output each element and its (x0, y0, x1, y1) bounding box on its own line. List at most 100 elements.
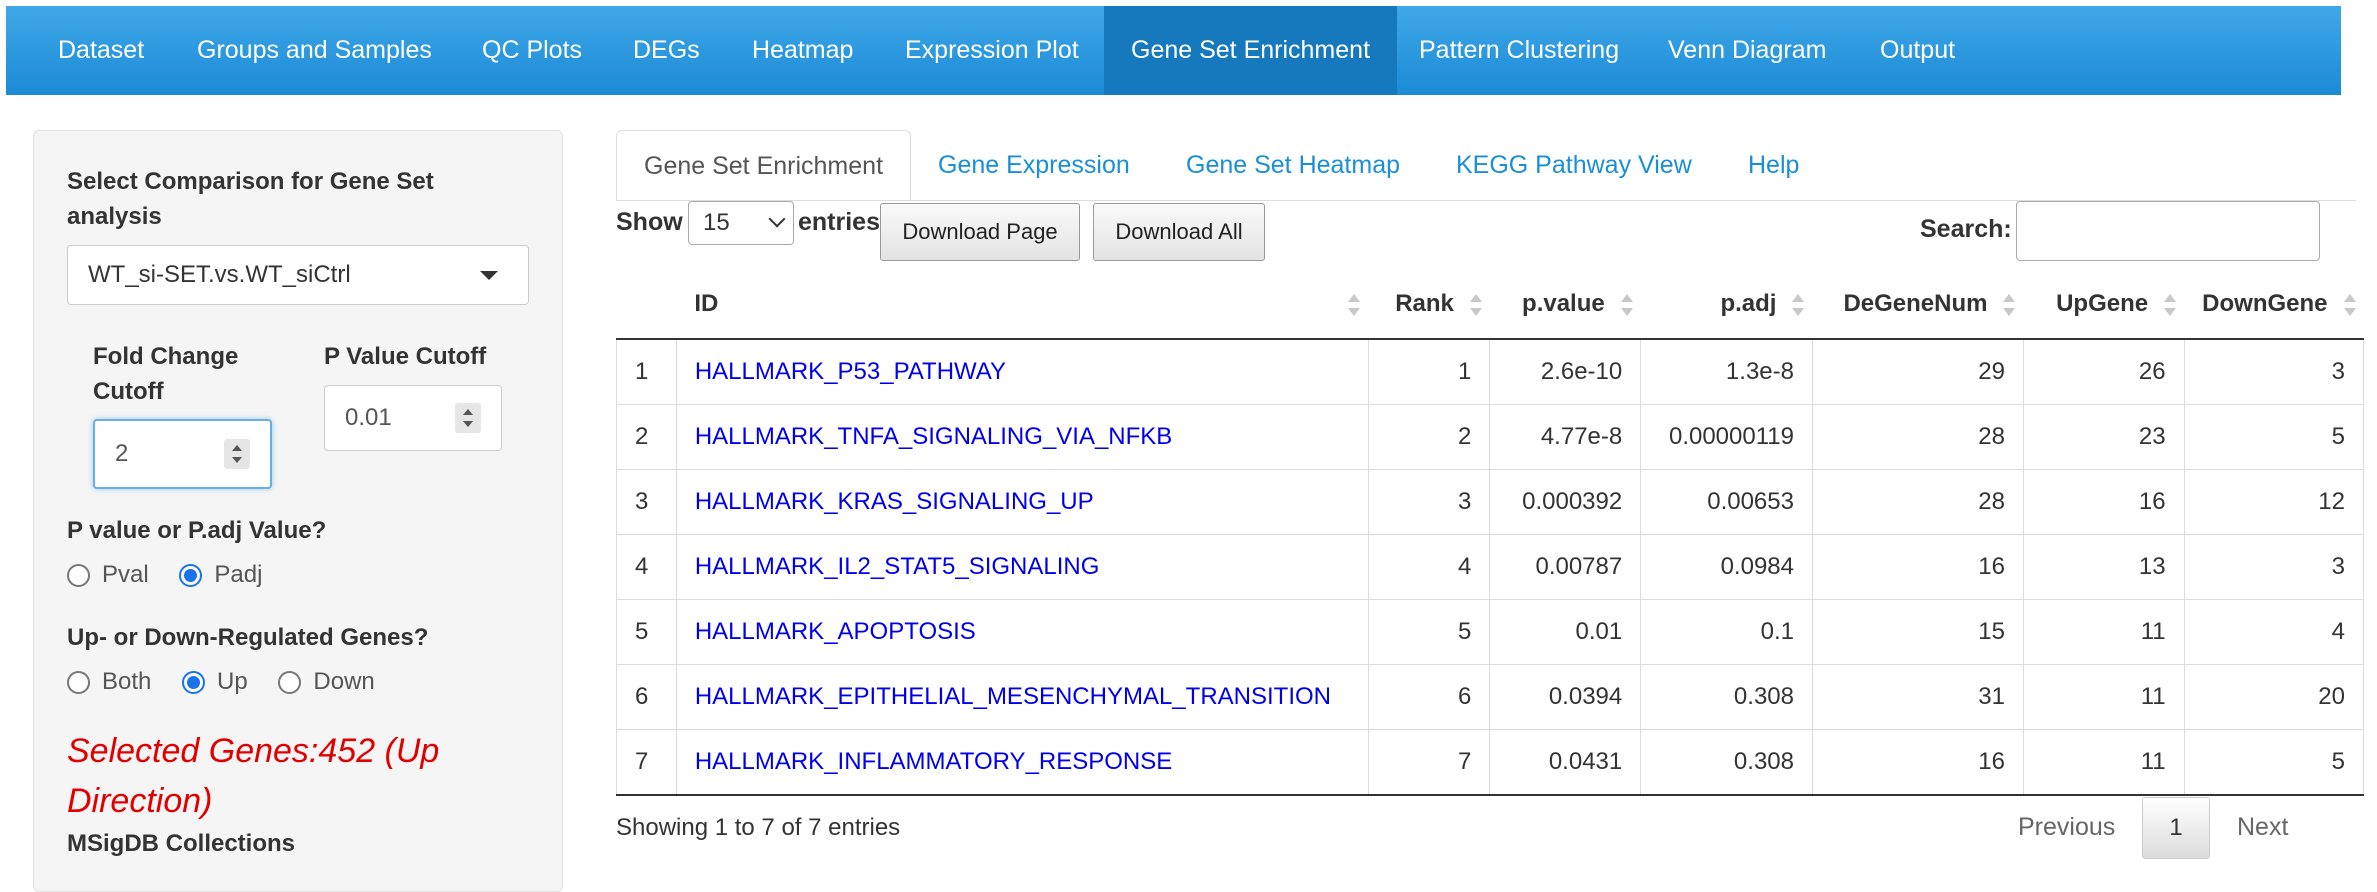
gene-set-link[interactable]: HALLMARK_EPITHELIAL_MESENCHYMAL_TRANSITI… (694, 683, 1331, 710)
direction-radio-group: Both Up Down (67, 668, 399, 696)
nav-expression-plot[interactable]: Expression Plot (905, 36, 1079, 64)
nav-groups-and-samples[interactable]: Groups and Samples (197, 36, 432, 64)
tab-gene-set-enrichment[interactable]: Gene Set Enrichment (616, 130, 912, 201)
search-input[interactable] (2016, 201, 2320, 261)
cell-rank: 7 (1368, 729, 1491, 796)
nav-gene-set-enrichment[interactable]: Gene Set Enrichment (1104, 6, 1398, 95)
col-header-p-adj[interactable]: p.adj (1640, 270, 1813, 340)
comparison-select[interactable]: WT_si-SET.vs.WT_siCtrl (67, 245, 529, 305)
tab-gene-set-heatmap[interactable]: Gene Set Heatmap (1186, 151, 1401, 179)
tab-help[interactable]: Help (1748, 151, 1800, 179)
cell-id: HALLMARK_TNFA_SIGNALING_VIA_NFKB (676, 404, 1369, 470)
col-header-degenenum[interactable]: DeGeneNum (1812, 270, 2024, 340)
page-button-current[interactable]: 1 (2142, 797, 2210, 859)
cell-degenenum: 31 (1812, 664, 2024, 730)
cell-index: 7 (616, 729, 677, 796)
next-page-button[interactable]: Next (2237, 813, 2289, 841)
search-label: Search: (1920, 215, 2012, 243)
p-value-cutoff-label: P Value Cutoff (324, 343, 487, 370)
radio-down[interactable]: Down (278, 668, 375, 696)
radio-both[interactable]: Both (67, 668, 151, 696)
fold-change-spinner-icon[interactable] (224, 439, 250, 469)
cell-downgene: 3 (2184, 534, 2365, 600)
table-row[interactable]: 3 HALLMARK_KRAS_SIGNALING_UP 3 0.000392 0.00… (616, 469, 2365, 535)
table-row[interactable]: 4 HALLMARK_IL2_STAT5_SIGNALING 4 0.00787 0.0… (616, 534, 2365, 600)
gene-set-link[interactable]: HALLMARK_INFLAMMATORY_RESPONSE (694, 748, 1173, 775)
cell-id: HALLMARK_P53_PATHWAY (676, 338, 1369, 405)
col-header-upgene[interactable]: UpGene (2023, 270, 2185, 340)
download-page-button[interactable]: Download Page (880, 203, 1080, 261)
table-row[interactable]: 6 HALLMARK_EPITHELIAL_MESENCHYMAL_TRANSIT… (616, 664, 2365, 730)
enrichment-table: ID Rank p.value p.adj DeGeneNum UpGene D… (616, 270, 2365, 796)
cell-downgene: 5 (2184, 404, 2365, 470)
nav-venn-diagram[interactable]: Venn Diagram (1668, 36, 1827, 64)
table-row[interactable]: 7 HALLMARK_INFLAMMATORY_RESPONSE 7 0.0431 0.… (616, 729, 2365, 796)
radio-up-label: Up (217, 668, 248, 695)
p-value-cutoff-input[interactable]: 0.01 (324, 385, 502, 451)
cell-upgene: 13 (2023, 534, 2185, 600)
direction-label: Up- or Down-Regulated Genes? (67, 624, 429, 651)
cell-id: HALLMARK_EPITHELIAL_MESENCHYMAL_TRANSITI… (676, 664, 1369, 730)
sort-icon (2003, 294, 2016, 316)
radio-padj-label: Padj (214, 561, 263, 588)
pval-type-label: P value or P.adj Value? (67, 517, 327, 544)
cell-p-adj: 0.308 (1640, 729, 1813, 796)
col-header-id[interactable]: ID (676, 270, 1369, 340)
nav-qc-plots[interactable]: QC Plots (482, 36, 583, 64)
table-row[interactable]: 2 HALLMARK_TNFA_SIGNALING_VIA_NFKB 2 4.77e-… (616, 404, 2365, 470)
cell-p-value: 4.77e-8 (1489, 404, 1642, 470)
cell-degenenum: 15 (1812, 599, 2024, 665)
cell-id: HALLMARK_IL2_STAT5_SIGNALING (676, 534, 1369, 600)
gene-set-link[interactable]: HALLMARK_TNFA_SIGNALING_VIA_NFKB (694, 423, 1173, 450)
table-row[interactable]: 5 HALLMARK_APOPTOSIS 5 0.01 0.1 15 11 4 (616, 599, 2365, 665)
cell-upgene: 11 (2023, 729, 2185, 796)
cell-p-adj: 0.308 (1640, 664, 1813, 730)
previous-page-button[interactable]: Previous (2018, 813, 2116, 841)
col-header-downgene[interactable]: DownGene (2184, 270, 2364, 340)
dropdown-caret-icon (480, 271, 498, 280)
download-all-button[interactable]: Download All (1093, 203, 1265, 261)
fold-change-value: 2 (115, 440, 129, 467)
p-value-spinner-icon[interactable] (455, 403, 481, 433)
p-value-cutoff-value: 0.01 (345, 404, 392, 431)
radio-padj[interactable]: Padj (179, 561, 262, 589)
gene-set-link[interactable]: HALLMARK_APOPTOSIS (694, 618, 976, 645)
entries-length-select[interactable]: 15 (688, 201, 794, 245)
cell-index: 3 (616, 469, 677, 535)
radio-pval-label: Pval (102, 561, 149, 588)
cell-downgene: 5 (2184, 729, 2365, 796)
cell-rank: 5 (1368, 599, 1491, 665)
tab-gene-expression[interactable]: Gene Expression (938, 151, 1130, 179)
tab-divider (616, 200, 2356, 201)
nav-heatmap[interactable]: Heatmap (752, 36, 854, 64)
cell-p-value: 2.6e-10 (1489, 338, 1642, 405)
cell-upgene: 23 (2023, 404, 2185, 470)
nav-output[interactable]: Output (1880, 36, 1956, 64)
radio-pval[interactable]: Pval (67, 561, 149, 589)
gene-set-link[interactable]: HALLMARK_IL2_STAT5_SIGNALING (694, 553, 1100, 580)
cell-downgene: 20 (2184, 664, 2365, 730)
col-header-rank[interactable]: Rank (1368, 270, 1490, 340)
nav-degs[interactable]: DEGs (633, 36, 700, 64)
tab-kegg-pathway-view[interactable]: KEGG Pathway View (1456, 151, 1692, 179)
nav-dataset[interactable]: Dataset (58, 36, 145, 64)
gene-set-link[interactable]: HALLMARK_KRAS_SIGNALING_UP (694, 488, 1094, 515)
nav-pattern-clustering[interactable]: Pattern Clustering (1419, 36, 1620, 64)
top-navbar: Dataset Groups and Samples QC Plots DEGs… (6, 6, 2341, 95)
table-row[interactable]: 1 HALLMARK_P53_PATHWAY 1 2.6e-10 1.3e-8 29 26 3 (616, 338, 2365, 405)
col-header-p-adj-label: p.adj (1720, 290, 1777, 317)
radio-up[interactable]: Up (182, 668, 248, 696)
comparison-label-line1: Select Comparison for Gene Set (67, 168, 434, 195)
cell-p-adj: 0.00000119 (1640, 404, 1813, 470)
cell-p-value: 0.0431 (1489, 729, 1642, 796)
gene-set-link[interactable]: HALLMARK_P53_PATHWAY (694, 358, 1007, 385)
cell-p-value: 0.01 (1489, 599, 1642, 665)
col-header-id-label: ID (694, 290, 719, 317)
sort-icon (1348, 294, 1361, 316)
selected-genes-line1: Selected Genes:452 (Up (67, 732, 440, 770)
cell-downgene: 4 (2184, 599, 2365, 665)
cell-p-adj: 0.00653 (1640, 469, 1813, 535)
col-header-p-value[interactable]: p.value (1489, 270, 1641, 340)
fold-change-input[interactable]: 2 (93, 419, 272, 489)
chevron-down-icon (768, 210, 786, 228)
